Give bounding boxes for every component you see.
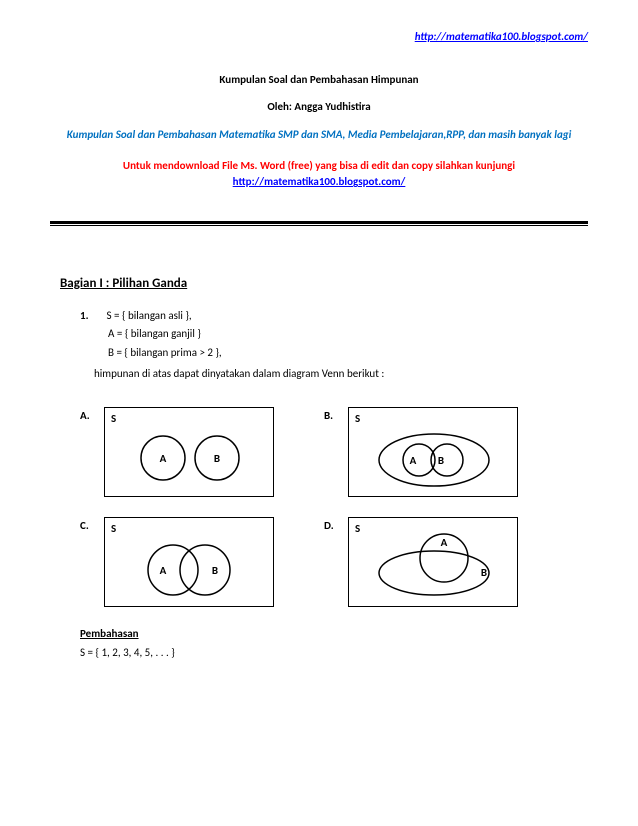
venn-c-label-b: B — [212, 564, 218, 577]
option-c-label: C. — [80, 519, 94, 532]
venn-a-svg: A B — [105, 408, 275, 498]
pembahasan-block: Pembahasan S = { 1, 2, 3, 4, 5, . . . } — [80, 627, 588, 659]
pembahasan-text: S = { 1, 2, 3, 4, 5, . . . } — [80, 646, 588, 659]
venn-a-label-a: A — [160, 452, 167, 465]
venn-b-label-a: A — [410, 454, 417, 467]
venn-d-svg: A B — [349, 518, 519, 608]
option-d-label: D. — [324, 519, 338, 532]
option-b-label: B. — [324, 409, 338, 422]
venn-b-svg: A B — [349, 408, 519, 498]
option-a-label: A. — [80, 409, 94, 422]
pembahasan-title: Pembahasan — [80, 627, 588, 640]
options-grid: A. S A B B. S A B — [80, 407, 588, 607]
question-number: 1. — [80, 307, 104, 326]
doc-description-blue: Kumpulan Soal dan Pembahasan Matematika … — [50, 127, 588, 144]
doc-title: Kumpulan Soal dan Pembahasan Himpunan — [50, 73, 588, 86]
s-label: S — [355, 412, 360, 425]
option-c: C. S A B — [80, 517, 274, 607]
venn-c-label-a: A — [160, 564, 167, 577]
red-text: Untuk mendownload File Ms. Word (free) y… — [123, 159, 515, 172]
venn-b: S A B — [348, 407, 518, 497]
venn-d-label-a: A — [441, 536, 448, 549]
venn-d-label-b: B — [481, 566, 487, 579]
venn-b-label-b: B — [438, 454, 444, 467]
venn-c: S A B — [104, 517, 274, 607]
section-title: Bagian I : Pilihan Ganda — [60, 276, 588, 291]
question-line3: B = { bilangan prima > 2 }, — [108, 344, 588, 363]
question-line4: himpunan di atas dapat dinyatakan dalam … — [94, 365, 588, 384]
question-line2: A = { bilangan ganjil } — [108, 325, 588, 344]
question-line1: S = { bilangan asli }, — [107, 309, 192, 322]
option-d: D. S A B — [324, 517, 518, 607]
venn-d: S A B — [348, 517, 518, 607]
header-url[interactable]: http://matematika100.blogspot.com/ — [50, 30, 588, 43]
doc-author: Oleh: Angga Yudhistira — [50, 100, 588, 113]
s-label: S — [111, 412, 116, 425]
doc-description-red: Untuk mendownload File Ms. Word (free) y… — [50, 158, 588, 191]
question-1: 1. S = { bilangan asli }, A = { bilangan… — [80, 307, 588, 384]
venn-a-label-b: B — [214, 452, 220, 465]
s-label: S — [111, 522, 116, 535]
divider — [50, 221, 588, 226]
download-link[interactable]: http://matematika100.blogspot.com/ — [233, 175, 406, 188]
venn-a: S A B — [104, 407, 274, 497]
s-label: S — [355, 522, 360, 535]
option-a: A. S A B — [80, 407, 274, 497]
venn-c-svg: A B — [105, 518, 275, 608]
option-b: B. S A B — [324, 407, 518, 497]
